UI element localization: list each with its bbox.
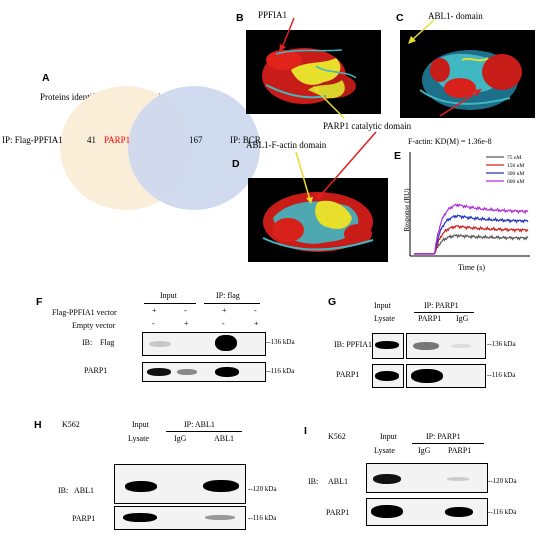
i-header-input: Input: [380, 432, 397, 441]
f-row1-label: Flag-PPFIA1 vector: [52, 308, 117, 317]
venn-right-count: 167: [189, 135, 203, 145]
f-header-ip: IP: flag: [216, 291, 240, 300]
venn-overlap-label: PARP1: [104, 135, 131, 145]
panel-label-c: C: [396, 12, 404, 24]
abl1-domain-structure-image: [400, 30, 535, 118]
h-blot2-mw: --116 kDa: [248, 514, 277, 522]
g-blot2-label: PARP1: [336, 370, 360, 379]
g-lane-2: PARP1: [418, 314, 442, 323]
g-blot-parp1-lysate: [372, 364, 404, 388]
ppfia1-label: PPFIA1: [258, 10, 288, 20]
structure-arrows: [279, 17, 482, 204]
f-r2-sign-3: -: [222, 319, 225, 328]
panel-label-e: E: [394, 150, 402, 162]
i-cell-line: K562: [328, 432, 346, 441]
f-blot-flag: [142, 332, 266, 356]
g-blot-ppfia1-ip: [406, 333, 486, 359]
legend-entry: 150 nM: [507, 163, 524, 169]
h-cell-line: K562: [62, 420, 80, 429]
abl1-factin-domain-label: ABL1-F-actin domain: [246, 140, 327, 150]
g-header-input: Input: [374, 301, 391, 310]
h-blot-abl1: [114, 464, 246, 504]
g-header-ip: IP: PARP1: [424, 301, 459, 310]
h-lane-1: Lysate: [128, 434, 149, 443]
f-blot2-mw: --116 kDa: [266, 367, 295, 375]
parp1-catalytic-domain-label: PARP1 catalytic domain: [323, 121, 412, 131]
i-ip-bar: [412, 443, 484, 444]
g-blot1-mw: --136 kDa: [487, 340, 516, 348]
i-lane-2: IgG: [418, 446, 431, 455]
i-lane-1: Lysate: [374, 446, 395, 455]
g-blot-parp1-ip: [406, 364, 486, 388]
f-input-bar: [144, 303, 196, 304]
f-blot-parp1: [142, 362, 266, 382]
h-lane-2: IgG: [174, 434, 187, 443]
f-blot1-label: Flag: [100, 338, 115, 347]
series-line-600-nm: [414, 203, 529, 255]
g-blot-ppfia1-lysate: [372, 333, 404, 359]
f-r1-sign-2: -: [184, 306, 187, 315]
panel-label-i: I: [304, 425, 307, 437]
i-lane-3: PARP1: [448, 446, 472, 455]
panel-label-g: G: [328, 296, 337, 308]
h-blot-parp1: [114, 506, 246, 530]
panel-label-b: B: [236, 12, 244, 24]
chart-title: F-actin: KD(M) = 1.36e-8: [408, 137, 492, 146]
panel-label-f: F: [36, 296, 43, 308]
i-blot1-label: ABL1: [328, 477, 348, 486]
legend-entry: 75 nM: [507, 155, 522, 161]
h-blot2-label: PARP1: [72, 514, 96, 523]
h-ib-label: IB:: [58, 486, 69, 495]
f-blot2-label: PARP1: [84, 366, 108, 375]
f-ib-label: IB:: [82, 338, 93, 347]
f-r1-sign-4: -: [254, 306, 257, 315]
i-blot2-mw: --116 kDa: [488, 508, 517, 516]
i-header-ip: IP: PARP1: [426, 432, 461, 441]
h-blot1-mw: --120 kDa: [248, 485, 277, 493]
legend-entry: 600 nM: [507, 179, 524, 185]
g-lane-3: IgG: [456, 314, 469, 323]
f-r2-sign-4: +: [254, 319, 259, 328]
series-line-75-nm: [414, 233, 529, 255]
panel-label-a: A: [42, 72, 50, 84]
panel-label-d: D: [232, 158, 240, 170]
venn-left-label: IP: Flag-PPFIA1: [2, 135, 63, 145]
venn-left-count: 41: [87, 135, 96, 145]
g-blot2-mw: --116 kDa: [487, 371, 516, 379]
f-ip-bar: [204, 303, 260, 304]
f-row2-label: Empty vector: [72, 321, 116, 330]
panel-label-h: H: [34, 419, 42, 431]
f-r1-sign-3: +: [222, 306, 227, 315]
chart-xlabel: Time (s): [458, 263, 486, 272]
h-ip-bar: [166, 431, 242, 432]
abl1-domain-label: ABL1- domain: [428, 11, 483, 21]
h-blot1-label: ABL1: [74, 486, 94, 495]
series-line-150-nm: [413, 224, 529, 255]
g-blot1-label: IB: PPFIA1: [334, 340, 373, 349]
venn-circle-right: [128, 86, 260, 210]
i-blot1-mw: --120 kDa: [488, 477, 517, 485]
i-ib-label: IB:: [308, 477, 319, 486]
i-blot2-label: PARP1: [326, 508, 350, 517]
venn-right-label: IP: BCR: [230, 135, 261, 145]
f-r2-sign-1: -: [152, 319, 155, 328]
f-r1-sign-1: +: [152, 306, 157, 315]
ppfia1-structure-image: [246, 30, 381, 114]
g-lane-1: Lysate: [374, 314, 395, 323]
h-lane-3: ABL1: [214, 434, 234, 443]
h-header-input: Input: [132, 420, 149, 429]
h-header-ip: IP: ABL1: [184, 420, 215, 429]
f-header-input: Input: [160, 291, 177, 300]
spr-chart: 75 nM 150 nM 300 nM 600 nM: [409, 152, 530, 257]
i-blot-parp1: [366, 498, 488, 526]
g-ip-bar: [414, 312, 474, 313]
i-blot-abl1: [366, 463, 488, 493]
f-blot1-mw: --136 kDa: [266, 338, 295, 346]
series-line-300-nm: [413, 214, 529, 255]
f-r2-sign-2: +: [184, 319, 189, 328]
legend-entry: 300 nM: [507, 171, 524, 177]
